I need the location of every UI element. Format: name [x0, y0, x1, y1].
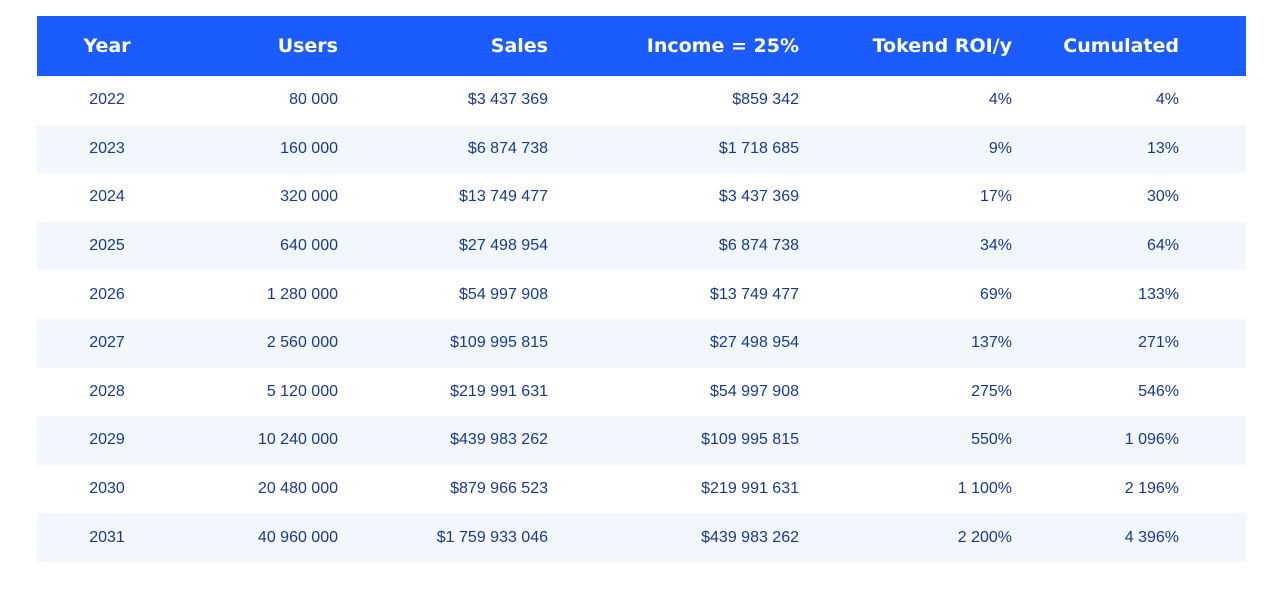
- cell-year: 2028: [89, 382, 125, 400]
- table-row: 2022 80 000 $3 437 369 $859 342 4% 4%: [37, 76, 1246, 125]
- projection-table: Year Users Sales Income = 25% Tokend ROI…: [37, 16, 1246, 562]
- table-row: 2024 320 000 $13 749 477 $3 437 369 17% 30%: [37, 173, 1246, 222]
- cell-users: 5 120 000: [266, 382, 338, 400]
- cell-sales: $439 983 262: [450, 431, 548, 449]
- cell-income: $6 874 738: [718, 237, 799, 255]
- cell-year: 2023: [89, 139, 125, 157]
- table-row: 2029 10 240 000 $439 983 262 $109 995 815 55…: [37, 416, 1246, 465]
- cell-cumulated: 1 096%: [1124, 431, 1179, 449]
- header-tokend-roi: Tokend ROI/y: [872, 35, 1012, 57]
- row-spacer: [1179, 416, 1246, 465]
- row-spacer: [1179, 368, 1246, 417]
- row-spacer: [1179, 319, 1246, 368]
- table-row: 2027 2 560 000 $109 995 815 $27 498 954 137%…: [37, 318, 1246, 368]
- cell-sales: $3 437 369: [467, 91, 548, 109]
- cell-income: $109 995 815: [701, 431, 799, 449]
- cell-users: 40 960 000: [257, 528, 338, 546]
- table-row: 2028 5 120 000 $219 991 631 $54 997 908 275%…: [37, 368, 1246, 417]
- row-spacer: [1179, 465, 1246, 514]
- cell-cumulated: 4%: [1155, 91, 1179, 109]
- table-row: 2023 160 000 $6 874 738 $1 718 685 9% 13%: [37, 124, 1246, 174]
- cell-tokend-roi: 2 200%: [957, 528, 1012, 546]
- table-row: 2026 1 280 000 $54 997 908 $13 749 477 69% 13…: [37, 270, 1246, 319]
- cell-tokend-roi: 4%: [988, 91, 1012, 109]
- cell-tokend-roi: 34%: [979, 237, 1012, 255]
- cell-cumulated: 133%: [1138, 285, 1179, 303]
- row-spacer: [1179, 513, 1246, 562]
- table-row: 2025 640 000 $27 498 954 $6 874 738 34% 64%: [37, 221, 1246, 271]
- cell-year: 2031: [89, 528, 125, 546]
- cell-income: $13 749 477: [710, 285, 799, 303]
- row-spacer: [1179, 173, 1246, 222]
- cell-year: 2027: [89, 334, 125, 352]
- cell-year: 2026: [89, 285, 125, 303]
- cell-cumulated: 30%: [1146, 188, 1179, 206]
- cell-cumulated: 4 396%: [1124, 528, 1179, 546]
- row-spacer: [1179, 76, 1246, 125]
- cell-year: 2029: [89, 431, 125, 449]
- cell-income: $27 498 954: [710, 334, 799, 352]
- cell-tokend-roi: 69%: [979, 285, 1012, 303]
- cell-tokend-roi: 550%: [971, 431, 1012, 449]
- cell-tokend-roi: 137%: [971, 334, 1012, 352]
- cell-sales: $109 995 815: [450, 334, 548, 352]
- header-year: Year: [83, 35, 131, 57]
- cell-income: $439 983 262: [701, 528, 799, 546]
- cell-users: 1 280 000: [266, 285, 338, 303]
- cell-tokend-roi: 9%: [988, 139, 1012, 157]
- cell-year: 2025: [89, 237, 125, 255]
- cell-cumulated: 546%: [1138, 382, 1179, 400]
- cell-tokend-roi: 275%: [971, 382, 1012, 400]
- cell-year: 2030: [89, 480, 125, 498]
- cell-cumulated: 64%: [1146, 237, 1179, 255]
- cell-income: $1 718 685: [718, 139, 799, 157]
- header-users: Users: [277, 35, 338, 57]
- cell-users: 10 240 000: [257, 431, 338, 449]
- cell-sales: $13 749 477: [459, 188, 548, 206]
- table-header: Year Users Sales Income = 25% Tokend ROI…: [37, 16, 1246, 76]
- cell-users: 160 000: [280, 139, 338, 157]
- cell-sales: $54 997 908: [459, 285, 548, 303]
- projection-table-container: Year Users Sales Income = 25% Tokend ROI…: [37, 16, 1246, 562]
- cell-year: 2024: [89, 188, 125, 206]
- cell-sales: $6 874 738: [467, 139, 548, 157]
- cell-cumulated: 271%: [1138, 334, 1179, 352]
- table-body: 2022 80 000 $3 437 369 $859 342 4% 4% 2023 160 …: [37, 76, 1246, 562]
- cell-users: 2 560 000: [266, 334, 338, 352]
- cell-sales: $879 966 523: [450, 480, 548, 498]
- row-spacer: [1179, 125, 1246, 174]
- header-sales: Sales: [490, 35, 548, 57]
- cell-cumulated: 2 196%: [1124, 480, 1179, 498]
- cell-sales: $1 759 933 046: [436, 528, 548, 546]
- cell-income: $3 437 369: [718, 188, 799, 206]
- row-spacer: [1179, 222, 1246, 271]
- cell-tokend-roi: 1 100%: [957, 480, 1012, 498]
- header-income: Income = 25%: [646, 35, 799, 57]
- table-row: 2030 20 480 000 $879 966 523 $219 991 631 1 …: [37, 465, 1246, 514]
- cell-income: $54 997 908: [710, 382, 799, 400]
- cell-users: 640 000: [280, 237, 338, 255]
- cell-income: $219 991 631: [701, 480, 799, 498]
- cell-users: 20 480 000: [257, 480, 338, 498]
- cell-sales: $219 991 631: [450, 382, 548, 400]
- cell-sales: $27 498 954: [459, 237, 548, 255]
- cell-users: 320 000: [280, 188, 338, 206]
- row-spacer: [1179, 270, 1246, 319]
- header-spacer: [1179, 16, 1246, 76]
- table-row: 2031 40 960 000 $1 759 933 046 $439 983 262…: [37, 513, 1246, 562]
- cell-users: 80 000: [289, 91, 338, 109]
- cell-tokend-roi: 17%: [979, 188, 1012, 206]
- header-cumulated: Cumulated: [1063, 35, 1179, 57]
- header-row: Year Users Sales Income = 25% Tokend ROI…: [37, 16, 1246, 76]
- cell-year: 2022: [89, 91, 125, 109]
- cell-income: $859 342: [732, 91, 799, 109]
- cell-cumulated: 13%: [1146, 139, 1179, 157]
